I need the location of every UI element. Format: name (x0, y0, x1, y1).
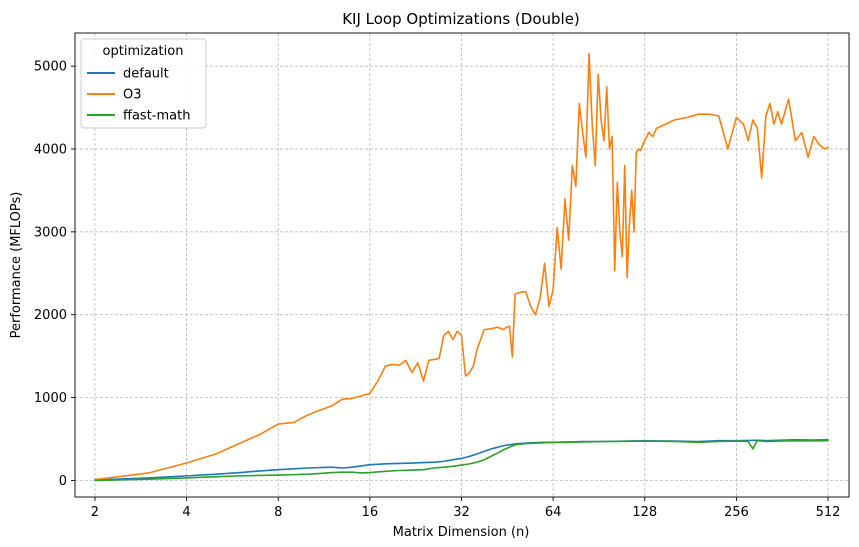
plot-frame (74, 32, 850, 498)
x-tick-label: 32 (453, 505, 470, 520)
y-axis-title: Performance (MFLOPs) (9, 192, 24, 339)
x-tick-label: 16 (362, 505, 379, 520)
series-line-o3 (94, 52, 829, 481)
x-tick-label: 128 (632, 505, 657, 520)
y-tick-label: 2000 (34, 308, 67, 323)
legend: optimization default O3 ffast-math (80, 38, 207, 129)
x-tick-label: 4 (182, 505, 190, 520)
x-tick-label: 8 (274, 505, 282, 520)
legend-label: default (123, 67, 169, 82)
x-axis-title: Matrix Dimension (n) (393, 525, 530, 540)
x-tick-label: 64 (545, 505, 562, 520)
legend-box (80, 38, 207, 129)
legend-label: O3 (123, 88, 142, 103)
legend-title: optimization (103, 44, 184, 59)
y-axis: 0 1000 2000 3000 4000 5000 (34, 60, 75, 489)
y-tick-label: 4000 (34, 143, 67, 158)
series-layer (94, 52, 829, 482)
chart-title: KIJ Loop Optimizations (Double) (342, 10, 580, 28)
grid (75, 33, 849, 497)
x-tick-label: 512 (816, 505, 841, 520)
y-tick-label: 5000 (34, 60, 67, 75)
x-tick-label: 2 (91, 505, 99, 520)
y-tick-label: 0 (59, 474, 67, 489)
x-axis: 2 4 8 16 32 64 128 256 512 (91, 497, 841, 520)
x-tick-label: 256 (724, 505, 749, 520)
legend-label: ffast-math (123, 109, 190, 124)
y-tick-label: 3000 (34, 225, 67, 240)
y-tick-label: 1000 (34, 391, 67, 406)
series-line-ffast-math (94, 439, 829, 482)
legend-items: default O3 ffast-math (87, 67, 190, 124)
